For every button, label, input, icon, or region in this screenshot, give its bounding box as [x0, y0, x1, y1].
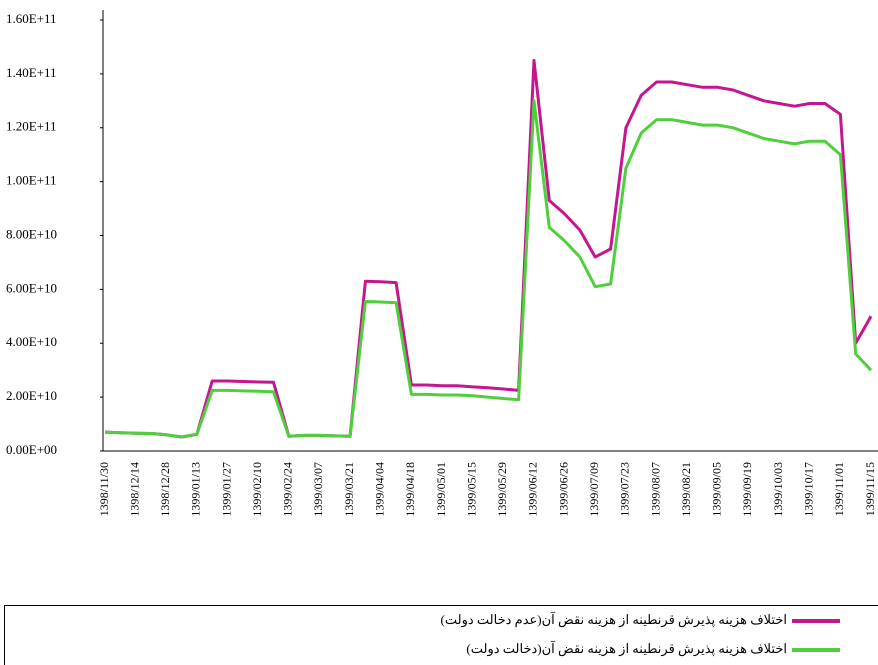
legend-label: اختلاف هزینه پذیرش قرنطینه از هزینه نقض … [466, 640, 787, 657]
y-tick-label: 4.00E+10 [6, 334, 57, 349]
x-tick-label: 1399/08/07 [648, 462, 662, 517]
y-tick-label: 1.00E+11 [6, 173, 57, 188]
series-line [104, 99, 873, 439]
y-tick-label: 2.00E+10 [6, 388, 57, 403]
x-tick-label: 1399/02/10 [250, 462, 264, 517]
x-tick-label: 1399/03/21 [342, 462, 356, 517]
x-tick-label: 1399/07/23 [618, 462, 632, 517]
legend-box [4, 605, 878, 665]
y-tick-label: 1.20E+11 [6, 119, 57, 134]
x-tick-label: 1398/12/28 [158, 462, 172, 517]
series-line [104, 58, 873, 439]
x-tick-label: 1399/06/12 [526, 462, 540, 517]
y-tick-label: 1.60E+11 [6, 11, 57, 26]
y-tick-label: 8.00E+10 [6, 226, 57, 241]
x-tick-label: 1399/02/24 [281, 462, 295, 517]
x-tick-label: 1398/12/14 [127, 462, 141, 517]
y-tick-label: 0.00E+00 [6, 442, 57, 457]
x-tick-label: 1399/01/27 [219, 462, 233, 517]
x-tick-label: 1398/11/30 [97, 462, 111, 516]
x-tick-label: 1399/01/13 [189, 462, 203, 517]
x-tick-label: 1399/04/18 [403, 462, 417, 517]
x-tick-label: 1399/09/05 [710, 462, 724, 517]
x-tick-label: 1399/11/15 [863, 462, 877, 516]
y-tick-label: 6.00E+10 [6, 280, 57, 295]
x-tick-label: 1399/04/04 [373, 462, 387, 517]
legend-label: اختلاف هزینه پذیرش قرنطینه از هزینه نقض … [441, 611, 787, 628]
x-tick-label: 1399/05/15 [464, 462, 478, 517]
x-tick-label: 1399/11/01 [832, 462, 846, 516]
x-tick-label: 1399/09/19 [740, 462, 754, 517]
x-tick-label: 1399/10/17 [801, 462, 815, 517]
y-tick-label: 1.40E+11 [6, 65, 57, 80]
x-tick-label: 1399/08/21 [679, 462, 693, 517]
x-tick-label: 1399/06/26 [556, 462, 570, 517]
x-tick-label: 1399/10/03 [771, 462, 785, 517]
x-tick-label: 1399/05/01 [434, 462, 448, 517]
x-tick-label: 1399/05/29 [495, 462, 509, 517]
x-tick-label: 1399/03/07 [311, 462, 325, 517]
x-tick-label: 1399/07/09 [587, 462, 601, 517]
